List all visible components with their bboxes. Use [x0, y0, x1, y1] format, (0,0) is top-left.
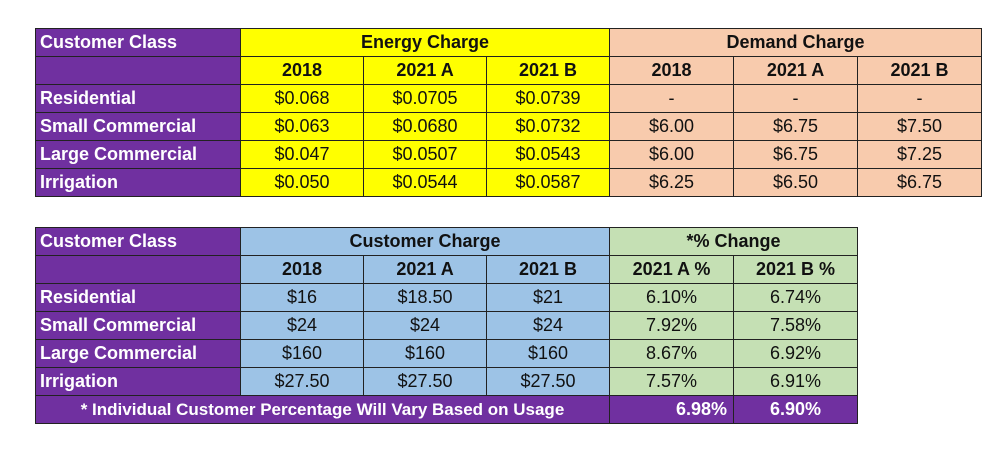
demand-cell: $6.75	[856, 168, 983, 197]
customer-charge-header: Customer Charge	[239, 227, 611, 256]
customer-charge-cell: $27.50	[363, 367, 487, 396]
customer-charge-table: Customer Class Customer Charge *% Change…	[34, 227, 859, 424]
table-row: Large Commercial $160 $160 $160 8.67% 6.…	[35, 339, 859, 368]
demand-cell: -	[733, 84, 858, 113]
customer-charge-cell: $160	[240, 339, 364, 368]
row-class-label: Large Commercial	[35, 339, 241, 368]
table-row: Small Commercial $0.063 $0.0680 $0.0732 …	[35, 112, 983, 141]
customer-class-header: Customer Class	[35, 227, 241, 256]
table-row: Residential $16 $18.50 $21 6.10% 6.74%	[35, 283, 859, 312]
change-cell: 6.74%	[733, 283, 859, 312]
change-col-header: 2021 B %	[733, 255, 859, 284]
total-change-cell: 6.90%	[733, 395, 859, 424]
energy-cell: $0.050	[240, 168, 364, 197]
change-cell: 8.67%	[609, 339, 735, 368]
demand-charge-header: Demand Charge	[608, 28, 983, 57]
change-cell: 6.92%	[733, 339, 859, 368]
row-class-label: Irrigation	[35, 168, 241, 197]
row-class-label: Small Commercial	[35, 311, 241, 340]
energy-cell: $0.0507	[363, 140, 487, 169]
row-class-label: Small Commercial	[35, 112, 241, 141]
customer-class-subheader	[35, 56, 241, 85]
demand-year-header: 2018	[609, 56, 734, 85]
customer-charge-cell: $21	[485, 283, 611, 312]
demand-cell: $6.25	[609, 168, 734, 197]
energy-cell: $0.047	[240, 140, 364, 169]
energy-charge-header: Energy Charge	[240, 28, 610, 57]
demand-cell: $7.50	[856, 112, 983, 141]
energy-cell: $0.0587	[486, 168, 610, 197]
customer-charge-cell: $27.50	[240, 367, 364, 396]
energy-cell: $0.0544	[363, 168, 487, 197]
row-class-label: Residential	[35, 283, 241, 312]
customer-charge-cell: $24	[485, 311, 611, 340]
table-header-row: Customer Class Energy Charge Demand Char…	[35, 28, 983, 57]
energy-cell: $0.0680	[363, 112, 487, 141]
footnote-row: * Individual Customer Percentage Will Va…	[34, 395, 859, 424]
demand-cell: $6.75	[733, 140, 858, 169]
table-row: Irrigation $27.50 $27.50 $27.50 7.57% 6.…	[35, 367, 859, 396]
energy-year-header: 2018	[240, 56, 364, 85]
energy-cell: $0.068	[240, 84, 364, 113]
customer-charge-cell: $24	[240, 311, 364, 340]
demand-cell: $6.00	[609, 112, 734, 141]
percent-change-header: *% Change	[609, 227, 859, 256]
table-row: Residential $0.068 $0.0705 $0.0739 - - -	[35, 84, 983, 113]
change-cell: 6.91%	[733, 367, 859, 396]
demand-cell: $6.50	[733, 168, 858, 197]
table-header-row: Customer Class Customer Charge *% Change	[35, 227, 859, 256]
customer-charge-cell: $160	[363, 339, 487, 368]
energy-cell: $0.063	[240, 112, 364, 141]
row-class-label: Irrigation	[35, 367, 241, 396]
table-subheader-row: 2018 2021 A 2021 B 2021 A % 2021 B %	[35, 255, 859, 284]
change-cell: 7.58%	[733, 311, 859, 340]
table-row: Small Commercial $24 $24 $24 7.92% 7.58%	[35, 311, 859, 340]
demand-cell: $6.00	[609, 140, 734, 169]
table-subheader-row: 2018 2021 A 2021 B 2018 2021 A 2021 B	[35, 56, 983, 85]
change-col-header: 2021 A %	[609, 255, 735, 284]
energy-year-header: 2021 B	[486, 56, 610, 85]
customer-class-header: Customer Class	[35, 28, 241, 57]
customer-charge-cell: $27.50	[485, 367, 611, 396]
demand-cell: -	[609, 84, 734, 113]
table-row: Large Commercial $0.047 $0.0507 $0.0543 …	[35, 140, 983, 169]
change-cell: 7.57%	[609, 367, 735, 396]
demand-cell: -	[856, 84, 983, 113]
demand-cell: $6.75	[733, 112, 858, 141]
customer-year-header: 2021 A	[363, 255, 487, 284]
demand-cell: $7.25	[856, 140, 983, 169]
change-cell: 6.10%	[609, 283, 735, 312]
total-change-cell: 6.98%	[609, 395, 735, 424]
customer-charge-cell: $18.50	[363, 283, 487, 312]
energy-demand-rate-table: Customer Class Energy Charge Demand Char…	[35, 28, 983, 197]
table-row: Irrigation $0.050 $0.0544 $0.0587 $6.25 …	[35, 168, 983, 197]
customer-charge-cell: $24	[363, 311, 487, 340]
energy-cell: $0.0705	[363, 84, 487, 113]
energy-cell: $0.0739	[486, 84, 610, 113]
customer-year-header: 2018	[240, 255, 364, 284]
customer-charge-cell: $16	[240, 283, 364, 312]
energy-year-header: 2021 A	[363, 56, 487, 85]
customer-charge-cell: $160	[485, 339, 611, 368]
energy-cell: $0.0543	[486, 140, 610, 169]
demand-year-header: 2021 B	[856, 56, 983, 85]
row-class-label: Large Commercial	[35, 140, 241, 169]
change-cell: 7.92%	[609, 311, 735, 340]
customer-year-header: 2021 B	[485, 255, 611, 284]
energy-cell: $0.0732	[486, 112, 610, 141]
customer-class-subheader	[35, 255, 241, 284]
row-class-label: Residential	[35, 84, 241, 113]
demand-year-header: 2021 A	[733, 56, 858, 85]
footnote: * Individual Customer Percentage Will Va…	[34, 395, 611, 424]
